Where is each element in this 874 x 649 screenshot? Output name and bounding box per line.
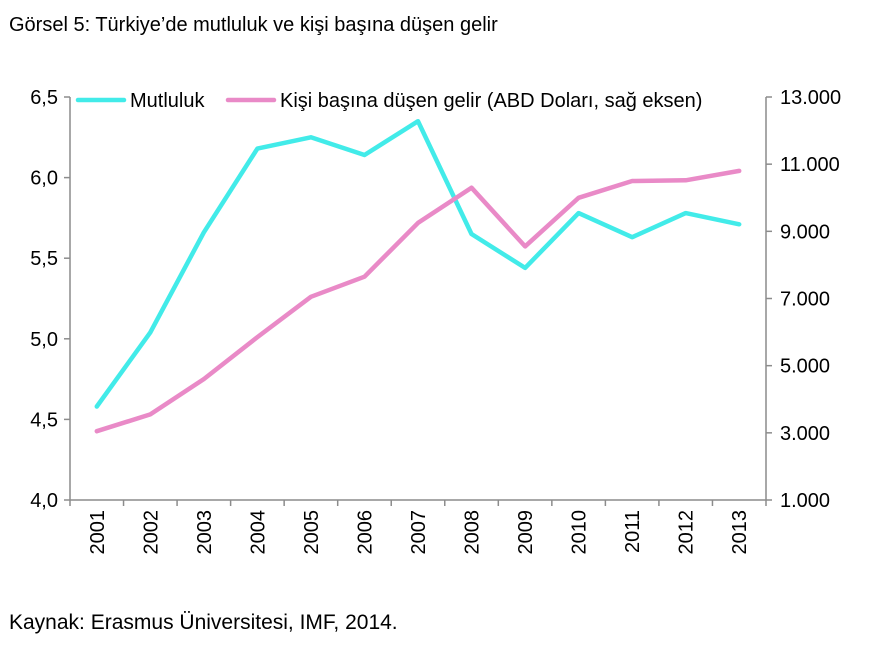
x-tick-label: 2013 <box>729 510 751 555</box>
axes <box>69 97 767 501</box>
x-tick-label: 2004 <box>247 510 269 555</box>
left-tick-label: 6,0 <box>30 168 58 190</box>
left-tick-label: 5,0 <box>30 329 58 351</box>
x-tick-label: 2003 <box>194 510 216 555</box>
x-tick-label: 2007 <box>408 510 430 555</box>
right-tick-label: 3.000 <box>780 423 830 445</box>
left-axis-ticks: 4,0 4,5 5,0 5,5 6,0 6,5 <box>30 87 70 512</box>
right-tick-label: 13.000 <box>780 87 841 109</box>
x-tick-label: 2011 <box>622 510 644 553</box>
x-tick-label: 2005 <box>301 510 323 555</box>
chart-title: Görsel 5: Türkiye’de mutluluk ve kişi ba… <box>9 14 498 36</box>
x-tick-label: 2008 <box>462 510 484 555</box>
x-axis-ticks: 2001 2002 2003 2004 2005 2006 2007 2008 2009 2010… <box>69 500 767 555</box>
right-axis-ticks: 1.000 3.000 5.000 7.000 9.000 11.000 13.000 <box>766 87 841 512</box>
legend-label: Mutluluk <box>130 90 205 112</box>
series-lines <box>94 118 742 434</box>
right-tick-label: 11.000 <box>780 154 840 176</box>
left-tick-label: 5,5 <box>30 248 58 270</box>
series-line-mutluluk <box>94 118 742 409</box>
left-tick-label: 4,0 <box>30 490 58 512</box>
x-tick-label: 2006 <box>354 510 376 555</box>
x-tick-label: 2009 <box>515 510 537 555</box>
left-tick-label: 6,5 <box>30 87 58 109</box>
right-tick-label: 5.000 <box>780 356 830 378</box>
right-tick-label: 1.000 <box>780 490 830 512</box>
right-tick-label: 9.000 <box>780 221 830 243</box>
x-tick-label: 2001 <box>87 510 109 555</box>
right-tick-label: 7.000 <box>780 289 830 311</box>
x-tick-label: 2010 <box>569 510 591 555</box>
series-line-gelir <box>94 168 742 434</box>
left-tick-label: 4,5 <box>30 409 58 431</box>
legend-label: Kişi başına düşen gelir (ABD Doları, sağ… <box>280 90 702 112</box>
legend: Mutluluk Kişi başına düşen gelir (ABD Dol… <box>75 90 702 112</box>
source-note: Kaynak: Erasmus Üniversitesi, IMF, 2014. <box>9 611 398 634</box>
x-tick-label: 2002 <box>140 510 162 555</box>
x-tick-label: 2012 <box>676 510 698 555</box>
